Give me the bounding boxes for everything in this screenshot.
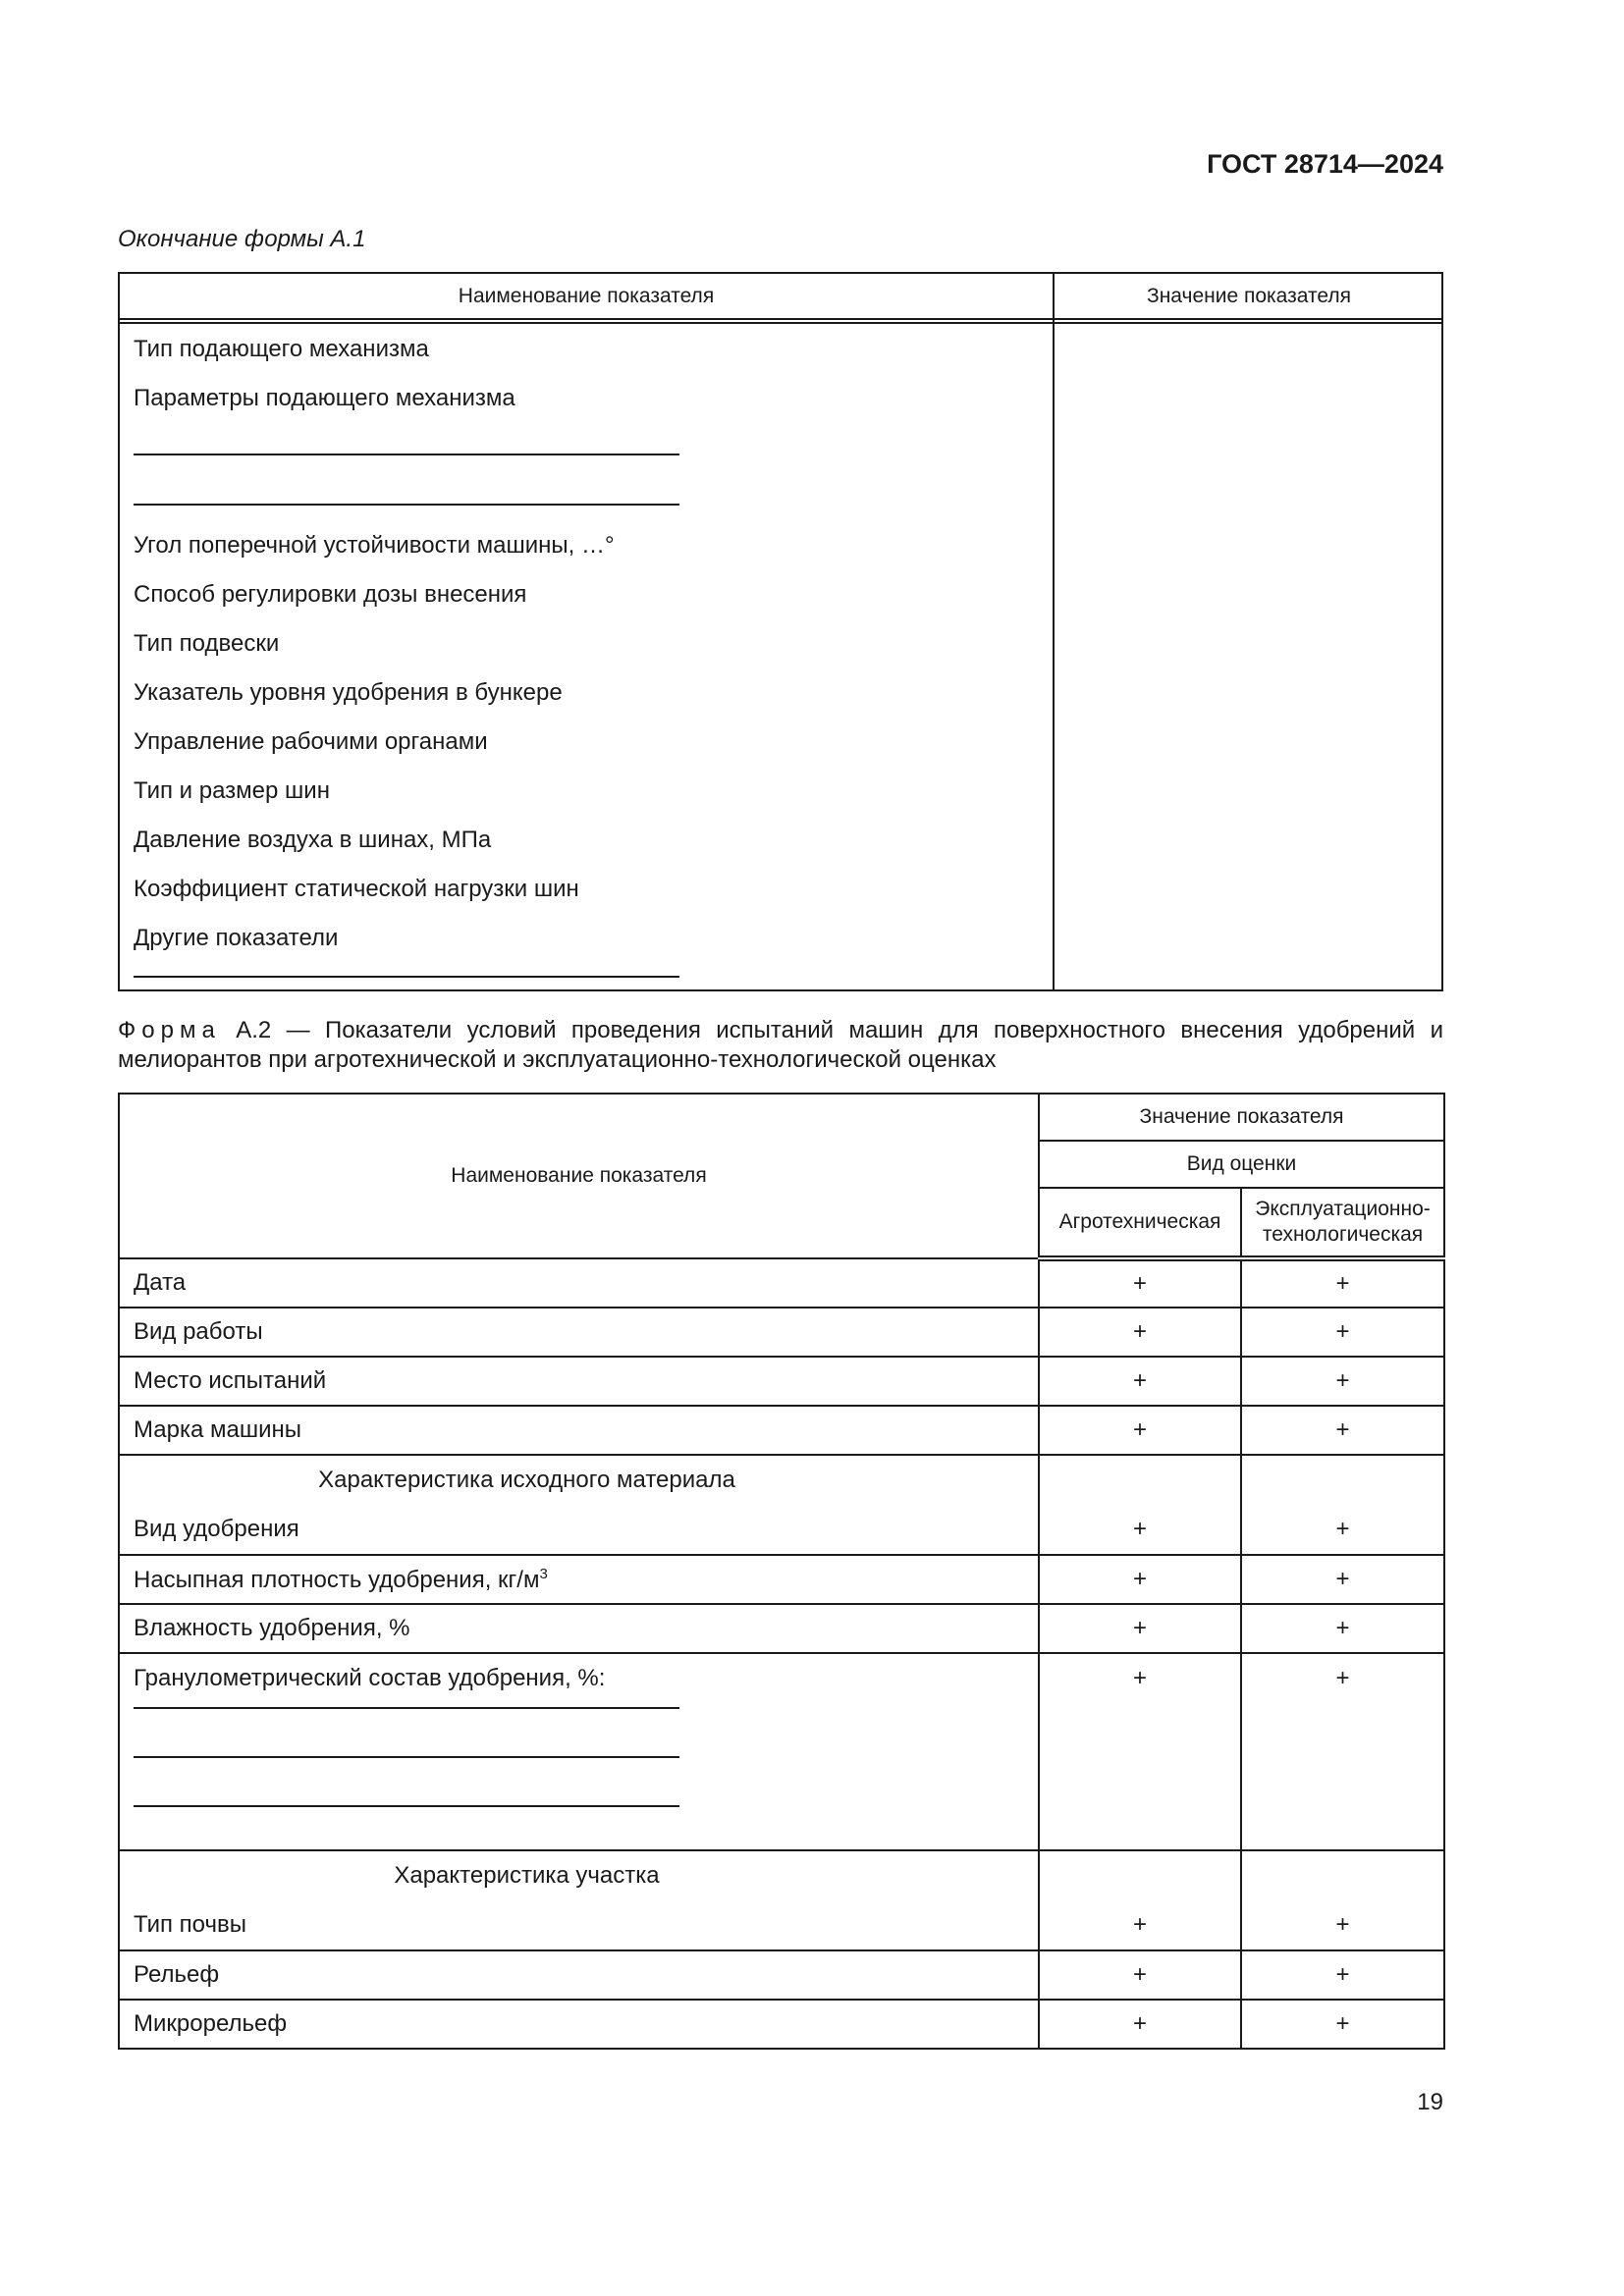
agro-mark: + [1038, 1949, 1242, 2001]
agro-mark-cell: + [1038, 1652, 1242, 1851]
expl-mark-cell: + [1239, 1454, 1446, 1556]
table-row: Дата + + [118, 1257, 1446, 1308]
agro-mark: + [1038, 1999, 1242, 2050]
table-row: Управление рабочими органами [134, 728, 488, 755]
agro-mark: + [1038, 1603, 1242, 1654]
table-row: Параметры подающего механизма [134, 385, 515, 411]
form-a2-table: Наименование показателя Значение показат… [118, 1093, 1446, 2050]
expl-mark: + [1335, 1516, 1350, 1542]
column-header-value: Значение показателя [1147, 285, 1351, 307]
expl-mark: + [1239, 1999, 1446, 2050]
table-header [120, 274, 1441, 324]
column-header-value: Значение показателя [1037, 1093, 1446, 1142]
table-row: Влажность удобрения, % + + [118, 1603, 1446, 1654]
blank-line [134, 1707, 679, 1709]
agro-mark: + [1038, 1356, 1242, 1407]
caption-text: А.2 — Показатели условий проведения испы… [118, 1017, 1443, 1073]
expl-mark: + [1335, 1665, 1350, 1691]
table-row: Вид работы + + [118, 1307, 1446, 1358]
table-row: Место испытаний + + [118, 1356, 1446, 1407]
document-code: ГОСТ 28714—2024 [1207, 149, 1443, 179]
expl-mark-cell: + [1239, 1652, 1446, 1851]
row-name-cell: Гранулометрический состав удобрения, %: [118, 1652, 1040, 1851]
column-header-name: Наименование показателя [458, 285, 715, 307]
row-name: Рельеф [118, 1949, 1040, 2001]
expl-mark: + [1239, 1307, 1446, 1358]
row-name: Дата [118, 1257, 1040, 1308]
agro-mark: + [1132, 1516, 1147, 1542]
row-name: Вид работы [118, 1307, 1040, 1358]
row-name: Микрорельеф [118, 1999, 1040, 2050]
table-row: Угол поперечной устойчивости машины, …° [134, 532, 615, 559]
expl-mark: + [1239, 1949, 1446, 2001]
table-row: Марка машины + + [118, 1405, 1446, 1456]
section-row: Характеристика исходного материала Вид уд… [118, 1454, 1446, 1556]
blank-line [134, 976, 679, 978]
expl-mark-cell: + [1239, 1849, 1446, 1951]
table-row: Тип подающего механизма [134, 336, 429, 362]
table-row: Другие показатели [134, 925, 339, 951]
section-cell: Характеристика исходного материала Вид уд… [118, 1454, 1040, 1556]
agro-mark: + [1038, 1257, 1242, 1308]
expl-mark: + [1239, 1405, 1446, 1456]
agro-mark-cell: + [1038, 1454, 1242, 1556]
column-header-agro: Агротехническая [1038, 1187, 1242, 1261]
expl-mark: + [1239, 1257, 1446, 1308]
form-a2-caption: Форма А.2 — Показатели условий проведени… [118, 1016, 1443, 1075]
table-row: Тип и размер шин [134, 777, 330, 804]
row-name: Тип почвы [134, 1911, 246, 1938]
expl-mark: + [1335, 1911, 1350, 1938]
section-row: Характеристика участка Тип почвы + + [118, 1849, 1446, 1951]
agro-mark: + [1038, 1405, 1242, 1456]
table-row: Коэффициент статической нагрузки шин [134, 876, 579, 902]
blank-line [134, 1805, 679, 1807]
table-row: Насыпная плотность удобрения, кг/м3 + + [118, 1554, 1446, 1605]
table-row: Гранулометрический состав удобрения, %: … [118, 1652, 1446, 1851]
section-cell: Характеристика участка Тип почвы [118, 1849, 1040, 1951]
row-name: Вид удобрения [134, 1516, 299, 1542]
row-name: Место испытаний [118, 1356, 1040, 1407]
form-a1-table: Наименование показателя Значение показат… [118, 272, 1443, 991]
agro-mark-cell: + [1038, 1849, 1242, 1951]
blank-line [134, 504, 679, 506]
column-header-name: Наименование показателя [118, 1093, 1040, 1259]
expl-mark: + [1239, 1554, 1446, 1605]
row-name-text: Насыпная плотность удобрения, кг/м [134, 1566, 540, 1593]
form-continuation-title: Окончание формы А.1 [118, 226, 366, 252]
blank-line [134, 454, 679, 455]
table-row: Микрорельеф + + [118, 1999, 1446, 2050]
section-title: Характеристика исходного материала [318, 1467, 735, 1493]
caption-label: Форма [118, 1017, 221, 1043]
column-header-assessment: Вид оценки [1037, 1140, 1446, 1189]
section-title: Характеристика участка [394, 1862, 660, 1889]
expl-mark: + [1239, 1603, 1446, 1654]
table-row: Способ регулировки дозы внесения [134, 581, 527, 608]
row-name: Гранулометрический состав удобрения, %: [134, 1665, 606, 1691]
column-header-expl: Эксплуатационно-технологическая [1239, 1187, 1446, 1261]
row-name: Насыпная плотность удобрения, кг/м3 [118, 1554, 1040, 1605]
table-row: Рельеф + + [118, 1949, 1446, 2001]
row-name: Марка машины [118, 1405, 1040, 1456]
table-row: Указатель уровня удобрения в бункере [134, 679, 563, 706]
column-divider [1053, 274, 1055, 989]
agro-mark: + [1038, 1554, 1242, 1605]
agro-mark: + [1038, 1307, 1242, 1358]
expl-mark: + [1239, 1356, 1446, 1407]
table-row: Давление воздуха в шинах, МПа [134, 827, 492, 853]
page-number: 19 [1417, 2089, 1443, 2115]
superscript: 3 [539, 1565, 548, 1582]
agro-mark: + [1132, 1911, 1147, 1938]
blank-line [134, 1756, 679, 1758]
table-row: Тип подвески [134, 630, 280, 657]
agro-mark: + [1132, 1665, 1147, 1691]
row-name: Влажность удобрения, % [118, 1603, 1040, 1654]
